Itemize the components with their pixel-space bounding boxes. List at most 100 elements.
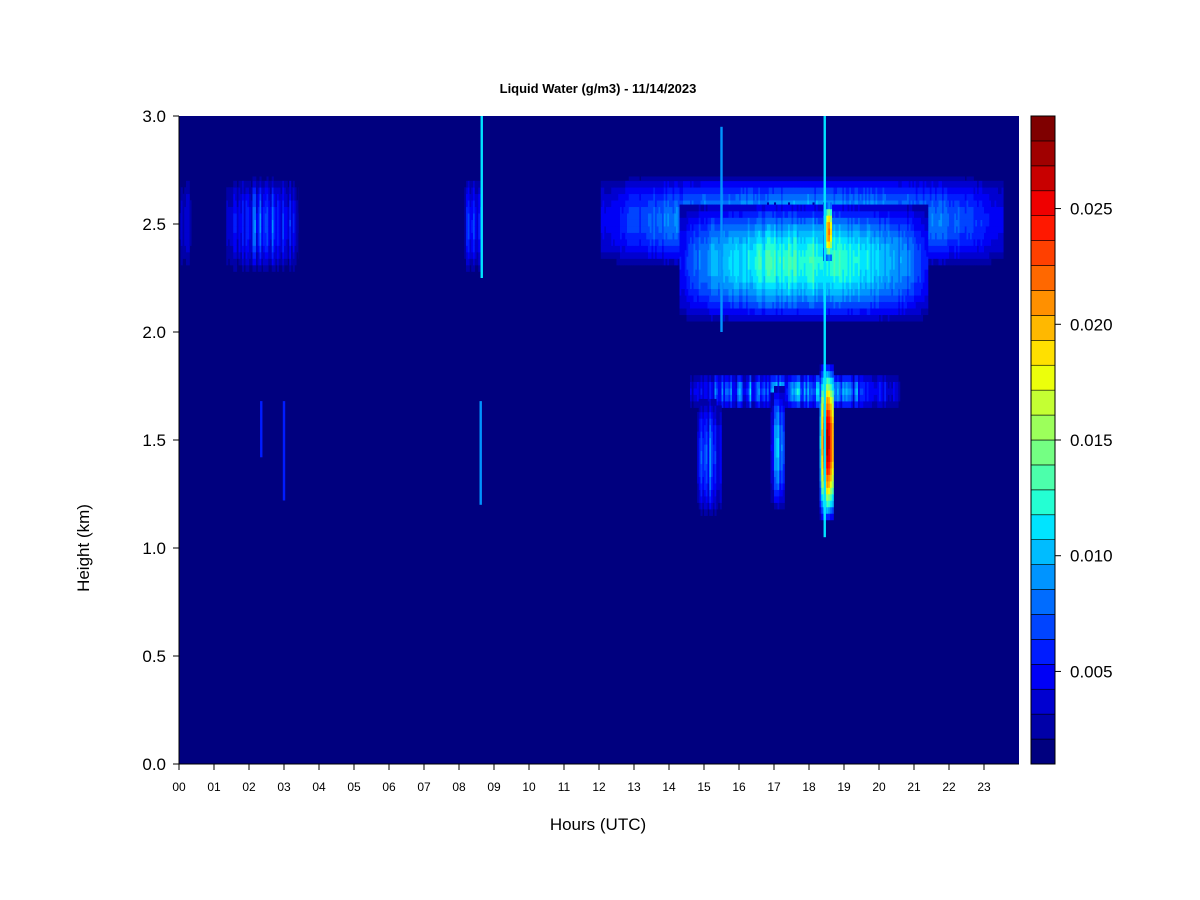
heatmap-cell bbox=[985, 180, 988, 188]
heatmap-cell bbox=[616, 219, 619, 227]
heatmap-cell bbox=[851, 180, 854, 188]
heatmap-cell bbox=[949, 180, 952, 188]
heatmap-cell bbox=[236, 252, 239, 259]
heatmap-cell bbox=[287, 213, 290, 220]
heatmap-cell bbox=[929, 176, 932, 182]
heatmap-cell bbox=[998, 193, 1001, 201]
heatmap-cell bbox=[730, 193, 733, 201]
heatmap-cell bbox=[467, 252, 470, 259]
heatmap-cell bbox=[247, 226, 250, 233]
heatmap-cell bbox=[751, 211, 754, 218]
heatmap-cell bbox=[257, 252, 260, 259]
heatmap-cell bbox=[700, 180, 703, 188]
heatmap-cell bbox=[856, 180, 859, 188]
heatmap-cell bbox=[765, 269, 768, 277]
heatmap-cell bbox=[917, 193, 920, 201]
heatmap-cell bbox=[280, 226, 283, 233]
heatmap-cell bbox=[273, 232, 276, 240]
heatmap-cell bbox=[660, 176, 663, 182]
heatmap-cell bbox=[744, 301, 747, 309]
heatmap-cell bbox=[859, 193, 862, 201]
heatmap-cell bbox=[261, 252, 264, 259]
heatmap-cell bbox=[679, 269, 682, 277]
heatmap-cell bbox=[600, 239, 603, 246]
heatmap-cell bbox=[690, 301, 693, 309]
heatmap-cell bbox=[928, 239, 931, 246]
heatmap-cell bbox=[704, 243, 707, 251]
heatmap-cell bbox=[737, 256, 740, 264]
heatmap-cell bbox=[469, 226, 472, 233]
heatmap-cell bbox=[954, 245, 957, 253]
heatmap-cell bbox=[284, 252, 287, 259]
heatmap-cell bbox=[742, 249, 745, 257]
heatmap-cell bbox=[688, 224, 691, 231]
heatmap-cell bbox=[648, 180, 651, 188]
heatmap-cell bbox=[691, 224, 694, 231]
heatmap-cell bbox=[772, 217, 775, 225]
heatmap-cell bbox=[478, 219, 481, 227]
heatmap-cell bbox=[469, 252, 472, 259]
heatmap-cell bbox=[698, 200, 701, 208]
heatmap-cell bbox=[768, 262, 771, 270]
heatmap-cell bbox=[733, 224, 736, 231]
heatmap-cell bbox=[959, 200, 962, 208]
heatmap-cell bbox=[704, 204, 707, 212]
heatmap-cell bbox=[821, 193, 824, 201]
heatmap-cell bbox=[912, 193, 915, 201]
heatmap-cell bbox=[770, 211, 773, 218]
heatmap-cell bbox=[243, 252, 246, 259]
heatmap-cell bbox=[723, 204, 726, 212]
heatmap-cell bbox=[977, 206, 980, 214]
heatmap-cell bbox=[658, 226, 661, 233]
heatmap-cell bbox=[714, 249, 717, 257]
heatmap-cell bbox=[688, 256, 691, 264]
heatmap-cell bbox=[256, 245, 259, 253]
heatmap-cell bbox=[277, 252, 280, 259]
heatmap-cell bbox=[467, 206, 470, 214]
heatmap-cell bbox=[688, 200, 691, 208]
heatmap-cell bbox=[672, 187, 675, 195]
heatmap-cell bbox=[712, 193, 715, 201]
heatmap-cell bbox=[994, 187, 997, 195]
heatmap-cell bbox=[187, 226, 190, 233]
heatmap-cell bbox=[712, 262, 715, 270]
heatmap-cell bbox=[749, 256, 752, 264]
heatmap-cell bbox=[282, 226, 285, 233]
heatmap-cell bbox=[259, 232, 262, 240]
heatmap-cell bbox=[679, 200, 682, 208]
heatmap-cell bbox=[957, 239, 960, 246]
heatmap-cell bbox=[942, 176, 945, 182]
heatmap-cell bbox=[863, 176, 866, 182]
heatmap-cell bbox=[471, 265, 474, 272]
heatmap-cell bbox=[476, 245, 479, 253]
heatmap-cell bbox=[987, 245, 990, 253]
heatmap-cell bbox=[233, 200, 236, 208]
heatmap-cell bbox=[711, 308, 714, 316]
heatmap-cell bbox=[278, 226, 281, 233]
heatmap-cell bbox=[998, 252, 1001, 259]
heatmap-cell bbox=[819, 180, 822, 188]
heatmap-cell bbox=[648, 206, 651, 214]
heatmap-cell bbox=[602, 245, 605, 253]
heatmap-cell bbox=[683, 249, 686, 257]
heatmap-cell bbox=[635, 252, 638, 259]
heatmap-cell bbox=[982, 258, 985, 266]
heatmap-cell bbox=[602, 232, 605, 240]
heatmap-cell bbox=[292, 258, 295, 266]
heatmap-cell bbox=[933, 219, 936, 227]
heatmap-cell bbox=[247, 200, 250, 208]
heatmap-cell bbox=[690, 256, 693, 264]
heatmap-cell bbox=[250, 226, 253, 233]
heatmap-cell bbox=[634, 180, 637, 188]
heatmap-cell bbox=[812, 193, 815, 201]
heatmap-cell bbox=[763, 211, 766, 218]
heatmap-cell bbox=[716, 180, 719, 188]
heatmap-cell bbox=[226, 219, 229, 227]
heatmap-cell bbox=[742, 176, 745, 182]
heatmap-cell bbox=[765, 295, 768, 303]
heatmap-cell bbox=[639, 245, 642, 253]
heatmap-cell bbox=[880, 176, 883, 182]
heatmap-cell bbox=[632, 176, 635, 182]
heatmap-cell bbox=[464, 226, 467, 233]
heatmap-cell bbox=[733, 314, 736, 322]
